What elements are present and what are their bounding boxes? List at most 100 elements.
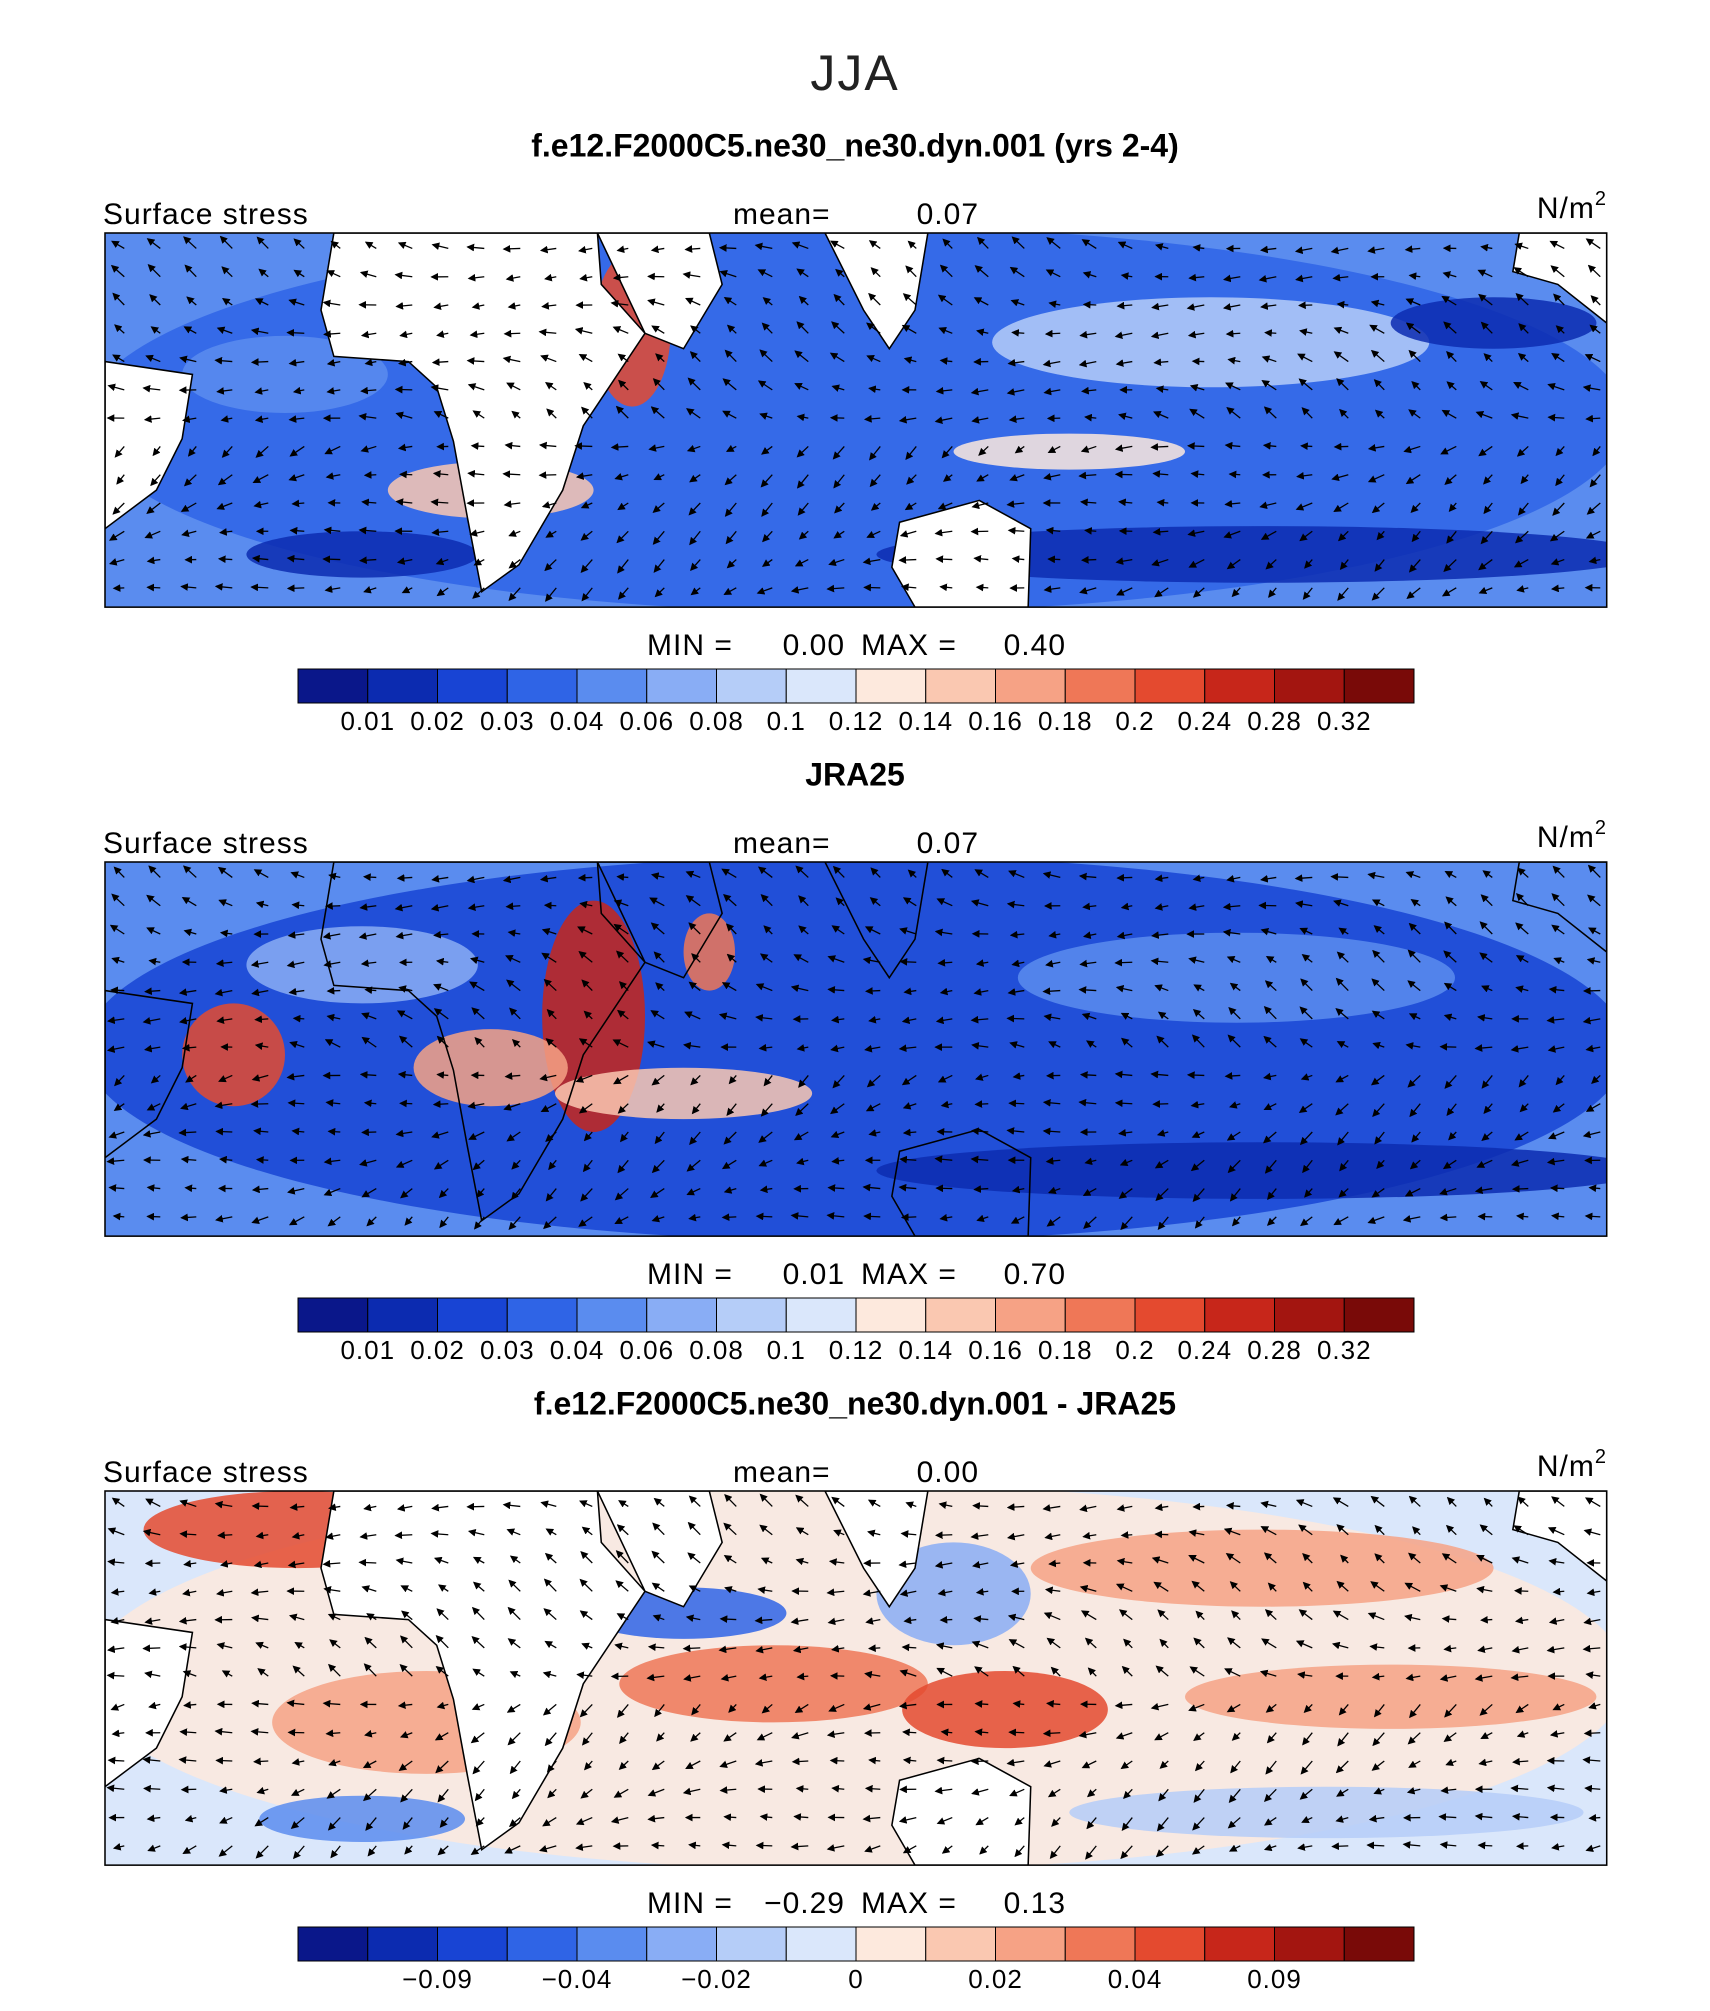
colorbar-box [506,1297,578,1333]
wind-vector [1154,903,1169,911]
wind-vector [1226,956,1241,964]
wind-vector [327,1127,341,1136]
wind-vector [1225,382,1241,391]
wind-vector [870,867,881,878]
colorbar-box [576,1926,648,1962]
wind-vector [1045,959,1061,968]
wind-vector [937,294,953,306]
wind-vector [1226,406,1241,419]
land-mask [105,360,194,530]
wind-vector [724,349,737,363]
wind-vector [1333,502,1349,513]
wind-vector [574,442,593,450]
wind-vector [1150,957,1169,966]
wind-vector [1374,409,1385,419]
map-field [105,233,1607,608]
wind-vector [1079,586,1097,595]
wind-vector [866,1074,881,1088]
wind-vector [1011,236,1025,249]
wind-vector [1333,351,1349,363]
wind-vector [757,380,773,391]
wind-vector [539,874,557,883]
wind-vector [719,269,737,278]
wind-vector [215,1127,233,1136]
wind-vector [361,1012,377,1020]
wind-vector [432,470,449,478]
wind-vector [545,381,557,391]
wind-vector [1548,985,1565,994]
wind-vector [610,299,629,308]
colorbar-label: 0.28 [1247,706,1302,736]
wind-vector [1404,245,1421,253]
wind-vector [1081,239,1097,249]
wind-vector [656,1103,665,1113]
wind-vector [322,555,341,564]
wind-vector [116,474,125,485]
wind-vector [1261,355,1277,363]
wind-vector [147,264,161,278]
colorbar-box [367,1926,438,1962]
wind-vector [1478,559,1493,571]
wind-vector [829,1756,845,1765]
wind-vector [181,529,197,537]
wind-vector [1446,381,1457,391]
wind-vector [106,1045,125,1053]
wind-vector [433,411,449,419]
wind-vector [1446,351,1457,363]
wind-vector [433,930,449,939]
wind-vector [398,1035,413,1048]
wind-vector [682,271,701,279]
field-contour [619,1645,928,1723]
wind-vector [364,358,377,367]
wind-vector [1263,1035,1277,1048]
wind-vector [288,358,305,367]
wind-vector [107,1016,125,1025]
wind-vector [647,298,665,306]
wind-vector [1188,956,1205,964]
wind-vector [1224,441,1241,450]
map [104,861,1608,1237]
wind-vector [826,584,845,593]
wind-vector [1302,587,1313,600]
wind-vector [794,382,809,391]
wind-vector [1411,380,1421,391]
wind-vector [221,297,233,306]
wind-vector [970,899,989,907]
wind-vector [583,1010,593,1020]
wind-vector [935,1016,953,1025]
wind-vector [1228,1006,1241,1020]
wind-vector [323,526,341,535]
wind-vector [397,443,413,452]
figure-title: JJA [810,45,899,101]
colorbar-box [855,1297,927,1333]
wind-vector [1080,556,1097,564]
wind-vector [1300,1073,1313,1081]
wind-vector [724,474,737,486]
wind-vector [907,869,917,878]
wind-vector [834,502,845,514]
colorbar-box [785,1926,857,1962]
wind-vector [1187,330,1205,339]
wind-vector [580,559,593,573]
wind-vector [1079,330,1097,339]
wind-vector [1228,470,1241,479]
wind-vector [325,472,341,480]
wind-vector [1010,299,1025,307]
mean-label: mean= [733,827,831,860]
wind-vector [796,413,809,422]
wind-vector [144,987,161,996]
wind-vector [1336,1041,1349,1049]
colorbar-box [506,1926,578,1962]
panel-title: f.e12.F2000C5.ne30_ne30.dyn.001 (yrs 2-4… [531,127,1178,163]
wind-vector [1331,473,1349,482]
wind-vector [934,416,953,424]
mean-value: 0.07 [917,827,979,860]
wind-vector [469,981,485,992]
colorbar-box [367,1297,438,1333]
colorbar-label: 0.01 [340,706,395,736]
wind-vector [250,327,269,336]
wind-vector [430,384,449,392]
wind-vector [509,1007,521,1020]
wind-vector [324,445,341,455]
wind-vector [1154,1530,1169,1539]
